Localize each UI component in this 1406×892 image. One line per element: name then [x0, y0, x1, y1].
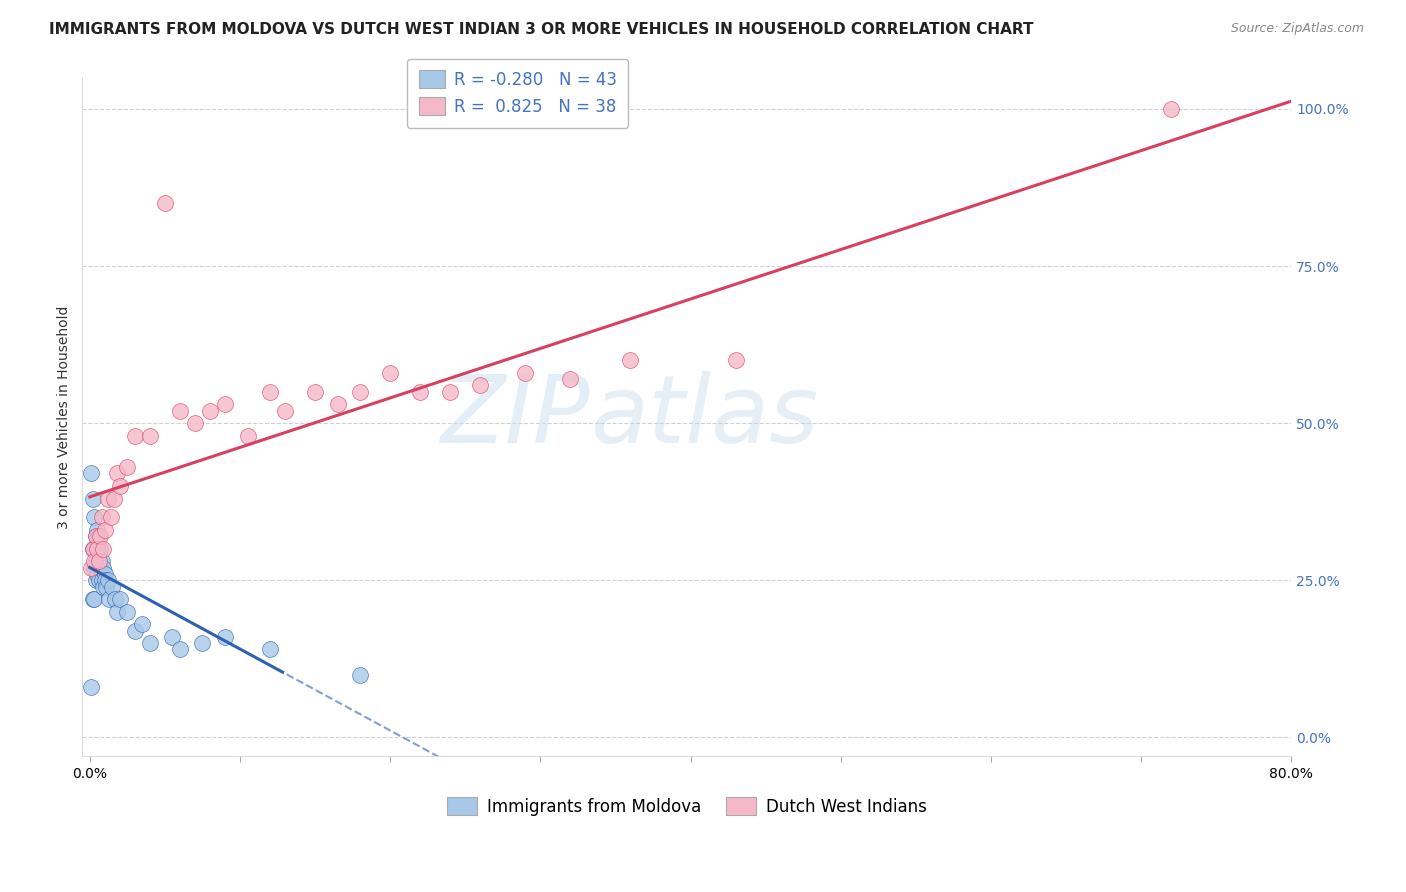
Point — [86, 523, 108, 537]
Point — [560, 372, 582, 386]
Legend: Immigrants from Moldova, Dutch West Indians: Immigrants from Moldova, Dutch West Indi… — [440, 790, 934, 822]
Point — [117, 605, 139, 619]
Point — [94, 523, 117, 537]
Point — [86, 541, 108, 556]
Text: ZIP: ZIP — [440, 371, 591, 462]
Point — [409, 384, 432, 399]
Text: atlas: atlas — [591, 371, 818, 462]
Point — [80, 560, 103, 574]
Point — [214, 630, 236, 644]
Point — [90, 574, 112, 588]
Point — [326, 397, 349, 411]
Point — [274, 403, 297, 417]
Point — [84, 529, 107, 543]
Point — [94, 566, 117, 581]
Point — [87, 529, 110, 543]
Point — [101, 580, 124, 594]
Point — [98, 592, 121, 607]
Point — [153, 196, 176, 211]
Point — [80, 680, 103, 694]
Point — [139, 636, 162, 650]
Point — [724, 353, 747, 368]
Point — [84, 529, 107, 543]
Point — [83, 592, 105, 607]
Point — [80, 467, 103, 481]
Point — [259, 642, 281, 657]
Point — [91, 541, 114, 556]
Point — [100, 510, 122, 524]
Point — [439, 384, 461, 399]
Point — [105, 467, 128, 481]
Point — [108, 592, 131, 607]
Point — [139, 428, 162, 442]
Point — [89, 529, 111, 543]
Point — [124, 624, 146, 638]
Point — [87, 574, 110, 588]
Point — [83, 560, 105, 574]
Point — [259, 384, 281, 399]
Point — [87, 554, 110, 568]
Point — [198, 403, 221, 417]
Point — [162, 630, 184, 644]
Point — [91, 580, 114, 594]
Point — [105, 605, 128, 619]
Y-axis label: 3 or more Vehicles in Household: 3 or more Vehicles in Household — [58, 305, 72, 529]
Point — [84, 554, 107, 568]
Point — [470, 378, 492, 392]
Point — [90, 554, 112, 568]
Point — [169, 403, 191, 417]
Point — [83, 554, 105, 568]
Text: IMMIGRANTS FROM MOLDOVA VS DUTCH WEST INDIAN 3 OR MORE VEHICLES IN HOUSEHOLD COR: IMMIGRANTS FROM MOLDOVA VS DUTCH WEST IN… — [49, 22, 1033, 37]
Point — [103, 491, 125, 506]
Point — [89, 541, 111, 556]
Point — [1160, 102, 1182, 116]
Point — [117, 460, 139, 475]
Point — [83, 541, 105, 556]
Point — [96, 580, 118, 594]
Point — [86, 541, 108, 556]
Point — [86, 566, 108, 581]
Point — [89, 560, 111, 574]
Point — [82, 592, 104, 607]
Point — [83, 510, 105, 524]
Point — [304, 384, 326, 399]
Point — [87, 554, 110, 568]
Point — [84, 574, 107, 588]
Point — [82, 541, 104, 556]
Point — [90, 510, 112, 524]
Point — [349, 667, 371, 681]
Point — [214, 397, 236, 411]
Text: Source: ZipAtlas.com: Source: ZipAtlas.com — [1230, 22, 1364, 36]
Point — [184, 416, 207, 430]
Point — [124, 428, 146, 442]
Point — [97, 491, 120, 506]
Point — [94, 574, 117, 588]
Point — [97, 574, 120, 588]
Point — [82, 541, 104, 556]
Point — [131, 617, 153, 632]
Point — [380, 366, 402, 380]
Point — [82, 491, 104, 506]
Point — [91, 560, 114, 574]
Point — [191, 636, 214, 650]
Point — [104, 592, 127, 607]
Point — [169, 642, 191, 657]
Point — [349, 384, 371, 399]
Point — [236, 428, 259, 442]
Point — [619, 353, 641, 368]
Point — [515, 366, 537, 380]
Point — [108, 479, 131, 493]
